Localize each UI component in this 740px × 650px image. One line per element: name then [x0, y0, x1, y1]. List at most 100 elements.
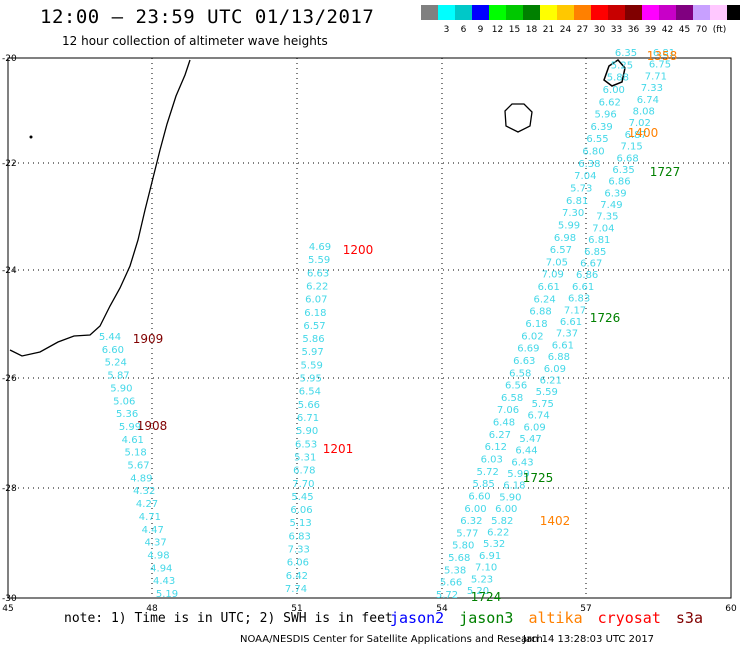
legend-label: 15 — [508, 25, 521, 35]
wave-height-label: 6.71 — [297, 413, 319, 424]
small-islet — [29, 135, 33, 139]
wave-height-label: 4.61 — [122, 435, 144, 446]
wave-height-label: 6.85 — [584, 247, 606, 258]
wave-height-label: 6.78 — [293, 466, 315, 477]
wave-height-label: 7.33 — [288, 545, 310, 556]
wave-height-label: 4.37 — [144, 538, 166, 549]
legend-label: 24 — [559, 25, 572, 35]
wave-height-label: 6.22 — [487, 528, 509, 539]
wave-height-label: 6.24 — [534, 294, 556, 305]
wave-height-label: 5.68 — [448, 553, 470, 564]
x-tick-label: 51 — [291, 604, 302, 614]
wave-height-label: 6.80 — [582, 147, 604, 158]
wave-height-label: 7.09 — [542, 270, 564, 281]
legend-label: 21 — [542, 25, 555, 35]
wave-height-label: 5.75 — [532, 399, 554, 410]
wave-height-label: 6.18 — [503, 481, 525, 492]
wave-height-label: 6.48 — [493, 418, 515, 429]
x-tick-label: 54 — [436, 604, 448, 614]
wave-height-label: 5.85 — [472, 479, 494, 490]
wave-height-label: 6.63 — [513, 356, 535, 367]
wave-height-label: 5.66 — [440, 578, 462, 589]
wave-height-label: 5.95 — [300, 374, 322, 385]
time-label: 1200 — [343, 243, 374, 257]
wave-height-label: 6.83 — [289, 531, 311, 542]
time-label: 1725 — [523, 471, 554, 485]
legend-label: (ft) — [712, 25, 727, 35]
wave-height-label: 6.35 — [612, 165, 634, 176]
wave-height-label: 6.83 — [568, 294, 590, 305]
y-tick-label: -20 — [2, 54, 17, 64]
time-label: 1724 — [471, 590, 502, 604]
wave-height-label: 6.09 — [523, 422, 545, 433]
wave-height-label: 6.43 — [511, 457, 533, 468]
wave-height-label: 5.66 — [298, 400, 320, 411]
wave-height-label: 6.81 — [566, 196, 588, 207]
x-tick-label: 48 — [146, 604, 158, 614]
wave-height-label: 5.73 — [570, 184, 592, 195]
time-label: 1727 — [650, 165, 681, 179]
legend-swatch — [523, 5, 540, 20]
legend-label: 33 — [610, 25, 623, 35]
wave-height-label: 6.60 — [468, 491, 490, 502]
wave-height-label: 6.61 — [572, 282, 594, 293]
wave-height-label: 7.37 — [556, 329, 578, 340]
wave-height-label: 6.74 — [637, 95, 659, 106]
wave-height-label: 6.32 — [460, 516, 482, 527]
wave-height-label: 5.44 — [99, 332, 121, 343]
wave-height-label: 5.97 — [301, 347, 323, 358]
legend-label: 36 — [627, 25, 640, 35]
wave-height-label: 6.06 — [290, 505, 312, 516]
y-tick-label: -26 — [2, 374, 17, 384]
wave-height-label: 6.21 — [540, 375, 562, 386]
legend-label: 39 — [644, 25, 657, 35]
wave-height-label: 5.23 — [471, 574, 493, 585]
wave-height-label: 7.74 — [285, 584, 307, 595]
legend-swatch — [710, 5, 727, 20]
wave-height-label: 5.59 — [308, 255, 330, 266]
wave-height-label: 5.19 — [156, 589, 178, 600]
wave-height-label: 6.00 — [495, 504, 517, 515]
wave-height-label: 6.03 — [481, 455, 503, 466]
legend-swatch — [574, 5, 591, 20]
legend-swatch — [540, 5, 557, 20]
wave-height-label: 6.56 — [505, 381, 527, 392]
legend-swatch — [506, 5, 523, 20]
legend-label: 30 — [593, 25, 606, 35]
wave-height-label: 5.99 — [558, 220, 580, 231]
legend-label: 70 — [695, 25, 708, 35]
wave-height-label: 4.27 — [136, 499, 158, 510]
wave-height-label: 6.69 — [517, 344, 539, 355]
wave-height-label: 6.75 — [649, 60, 671, 71]
wave-height-label: 5.59 — [536, 387, 558, 398]
wave-height-label: 7.71 — [645, 71, 667, 82]
wave-height-label: 5.24 — [105, 358, 127, 369]
wave-height-label: 6.81 — [653, 48, 675, 59]
wave-height-label: 6.18 — [525, 319, 547, 330]
time-label: 1358 — [647, 49, 678, 63]
wave-height-label: 5.36 — [116, 409, 138, 420]
wave-height-label: 7.10 — [475, 563, 497, 574]
time-label: 1726 — [590, 311, 621, 325]
wave-height-label: 6.67 — [580, 259, 602, 270]
note-text: note: 1) Time is in UTC; 2) SWH is in fe… — [64, 611, 393, 626]
wave-height-label: 7.04 — [592, 223, 614, 234]
map-frame — [7, 57, 732, 599]
satellite-jason3: jason3 — [459, 609, 514, 627]
legend-label: 6 — [460, 25, 467, 35]
legend-swatch — [642, 5, 659, 20]
footer-timestamp: Jan 14 13:28:03 UTC 2017 — [523, 634, 655, 645]
time-label: 1201 — [323, 442, 354, 456]
time-label: 1400 — [628, 126, 659, 140]
legend-swatch — [676, 5, 693, 20]
wave-height-label: 7.35 — [596, 212, 618, 223]
legend-swatch — [438, 5, 455, 20]
wave-height-label: 7.15 — [621, 142, 643, 153]
wave-height-label: 6.88 — [529, 307, 551, 318]
legend-swatch — [455, 5, 472, 20]
wave-height-label: 4.47 — [142, 525, 164, 536]
legend-label: 3 — [443, 25, 450, 35]
wave-height-label: 5.86 — [302, 334, 324, 345]
wave-height-label: 6.07 — [305, 295, 327, 306]
y-tick-label: -30 — [2, 594, 17, 604]
